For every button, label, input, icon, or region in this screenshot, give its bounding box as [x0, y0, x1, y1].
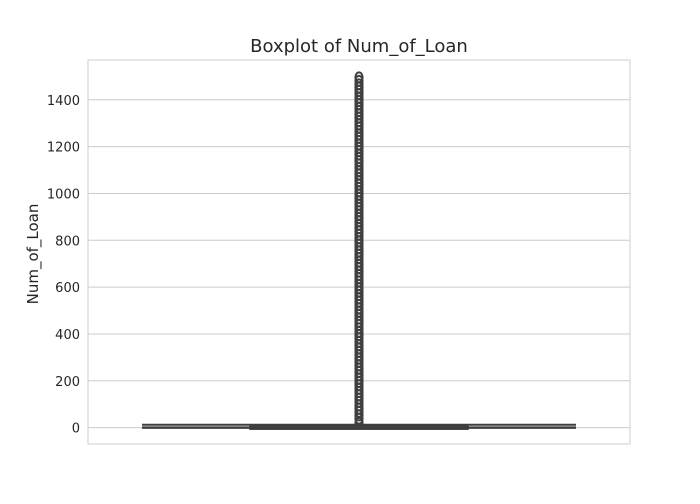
y-tick-label: 1400: [47, 94, 80, 109]
y-axis-label: Num_of_Loan: [24, 204, 43, 305]
y-tick-label: 400: [55, 328, 80, 343]
outlier-layer: [354, 71, 364, 429]
plot-frame: [87, 59, 631, 445]
chart-title: Boxplot of Num_of_Loan: [250, 36, 468, 57]
y-tick-label: 800: [55, 234, 80, 249]
outlier-point: [354, 416, 364, 429]
y-tick-label: 0: [72, 422, 80, 437]
y-tick-label: 1200: [47, 141, 80, 156]
y-tick-label: 1000: [47, 187, 80, 202]
y-tick-labels: 0 200 400 600 800 1000 1200 1400: [47, 94, 80, 437]
outlier-point: [354, 71, 364, 84]
y-tick-label: 200: [55, 375, 80, 390]
y-tick-label: 600: [55, 281, 80, 296]
